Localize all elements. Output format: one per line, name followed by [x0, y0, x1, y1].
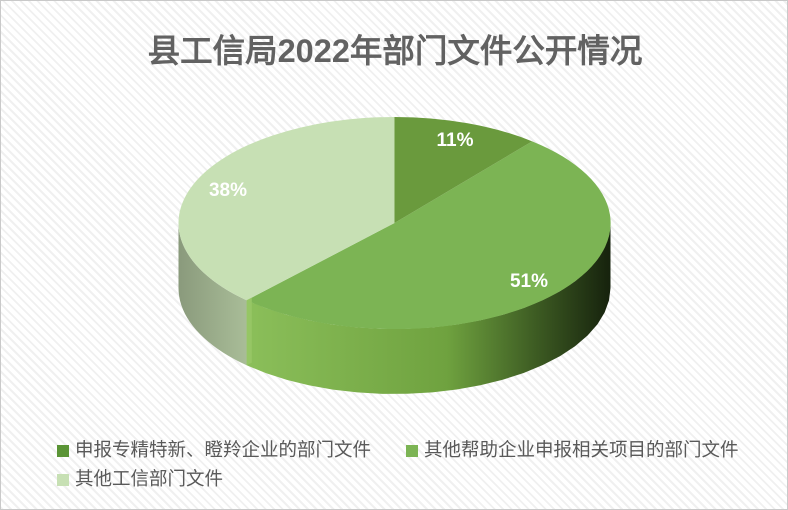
svg-text:11%: 11%: [437, 130, 474, 151]
svg-text:51%: 51%: [510, 271, 548, 292]
svg-text:38%: 38%: [209, 180, 247, 201]
